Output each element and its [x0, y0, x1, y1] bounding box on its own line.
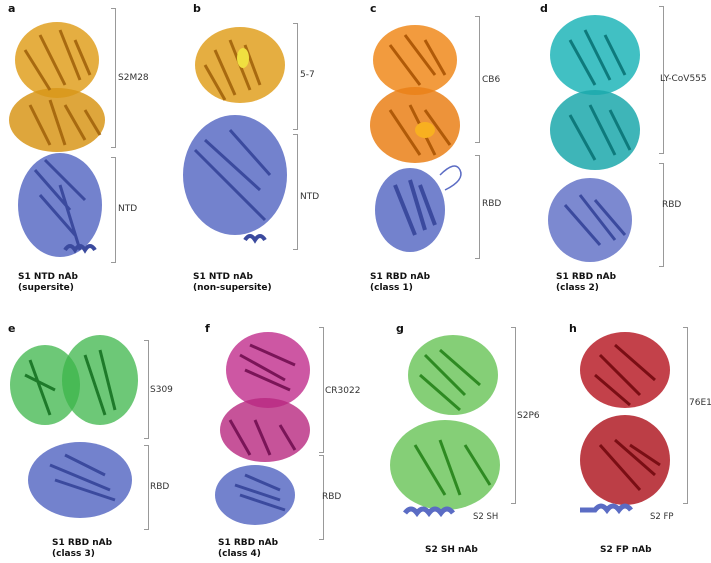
s2m28-ntd-structure	[9, 22, 105, 257]
antibody-label: 76E1	[689, 398, 711, 408]
cr3022-rbd-structure	[215, 332, 310, 525]
panel-letter: a	[8, 2, 16, 15]
76e1-s2fp-structure	[580, 332, 670, 515]
panel-caption: S1 RBD nAb (class 1)	[370, 272, 431, 293]
antigen-label: NTD	[300, 192, 320, 202]
cb6-rbd-structure	[370, 25, 462, 252]
panel-letter: f	[205, 322, 210, 335]
panel-letter: c	[370, 2, 377, 15]
antigen-bracket	[108, 157, 116, 263]
antibody-bracket	[316, 327, 324, 453]
antigen-label: RBD	[662, 200, 682, 210]
antibody-label: S2P6	[517, 411, 540, 421]
antibody-label: CR3022	[325, 386, 361, 396]
antibody-bracket	[290, 23, 298, 130]
antigen-bracket	[290, 134, 298, 250]
s309-rbd-structure	[10, 335, 138, 518]
antigen-label: RBD	[482, 199, 502, 209]
5-7-ntd-structure	[183, 27, 287, 244]
antibody-bracket	[108, 8, 116, 148]
antigen-label: RBD	[150, 482, 170, 492]
antibody-label: CB6	[482, 75, 501, 85]
antibody-label: S309	[150, 385, 173, 395]
antigen-bracket	[472, 155, 480, 259]
antibody-bracket	[656, 6, 664, 154]
panel-caption: S1 NTD nAb (supersite)	[18, 272, 78, 293]
antigen-bracket	[316, 455, 324, 540]
panel-caption: S2 SH nAb	[425, 545, 478, 555]
panel-letter: d	[540, 2, 548, 15]
s2p6-s2sh-structure	[390, 335, 500, 518]
panel-caption: S2 FP nAb	[600, 545, 652, 555]
antibody-label: 5-7	[300, 70, 315, 80]
antigen-label: S2 FP	[650, 512, 674, 522]
antibody-bracket	[141, 340, 149, 439]
panel-caption: S1 NTD nAb (non-supersite)	[193, 272, 272, 293]
antibody-bracket	[472, 16, 480, 143]
panel-caption: S1 RBD nAb (class 3)	[52, 538, 113, 559]
antigen-bracket	[141, 445, 149, 530]
antibody-bracket	[508, 327, 516, 504]
panel-letter: e	[8, 322, 16, 335]
panel-letter: h	[569, 322, 577, 335]
antibody-bracket	[680, 327, 688, 504]
antigen-bracket	[656, 163, 664, 267]
panel-caption: S1 RBD nAb (class 4)	[218, 538, 279, 559]
antigen-label: RBD	[322, 492, 342, 502]
antigen-label: S2 SH	[473, 512, 499, 522]
panel-caption: S1 RBD nAb (class 2)	[556, 272, 617, 293]
ly-cov555-rbd-structure	[548, 15, 640, 262]
antibody-label: LY-CoV555	[660, 74, 707, 84]
panel-letter: g	[396, 322, 404, 335]
panel-letter: b	[193, 2, 201, 15]
antibody-label: S2M28	[118, 73, 149, 83]
antigen-label: NTD	[118, 204, 138, 214]
